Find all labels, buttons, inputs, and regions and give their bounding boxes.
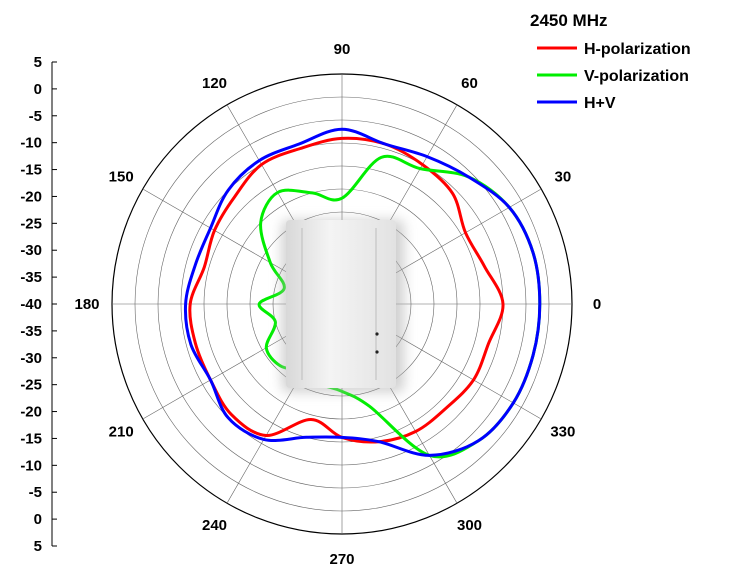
device-led bbox=[375, 350, 379, 354]
radial-tick-label: 0 bbox=[34, 511, 42, 528]
radial-axis: 5 0 -5 -10 -15 -20 -25 -30 -35 -40 -35 -30 -25 -20 -15… bbox=[20, 54, 57, 555]
radial-tick-label: 5 bbox=[34, 538, 42, 555]
angle-label: 210 bbox=[109, 424, 134, 441]
radial-tick-label: -20 bbox=[20, 188, 42, 205]
series-line bbox=[188, 136, 505, 444]
device-body bbox=[286, 220, 396, 388]
chart-title: 2450 MHz bbox=[530, 11, 607, 30]
legend: 2450 MHz H-polarization V-polarization H+V bbox=[530, 11, 691, 112]
radial-tick-label: -35 bbox=[20, 323, 42, 340]
radial-tick-label: -25 bbox=[20, 215, 42, 232]
radial-tick-label: -5 bbox=[29, 484, 42, 501]
radial-ticks: 5 0 -5 -10 -15 -20 -25 -30 -35 -40 -35 -30 -25 -20 -15… bbox=[20, 54, 57, 555]
angle-label: 30 bbox=[554, 169, 571, 186]
angle-label: 300 bbox=[457, 517, 482, 534]
device-image bbox=[282, 220, 404, 392]
radial-tick-label: -10 bbox=[20, 457, 42, 474]
legend-label: H+V bbox=[584, 95, 616, 112]
radial-tick-label: 0 bbox=[34, 81, 42, 98]
series-line bbox=[183, 127, 542, 457]
radial-tick-label: -35 bbox=[20, 269, 42, 286]
radial-tick-label: -20 bbox=[20, 404, 42, 421]
legend-label: H-polarization bbox=[584, 41, 691, 58]
radial-tick-label: -15 bbox=[20, 430, 42, 447]
angle-label: 240 bbox=[202, 517, 227, 534]
angle-label: 180 bbox=[74, 296, 99, 313]
angle-label: 330 bbox=[550, 424, 575, 441]
radial-tick-label: -10 bbox=[20, 135, 42, 152]
series-layer bbox=[183, 127, 542, 459]
angle-label: 270 bbox=[329, 551, 354, 568]
radial-tick-label: -25 bbox=[20, 377, 42, 394]
radial-tick-label: -30 bbox=[20, 350, 42, 367]
angle-label: 60 bbox=[461, 75, 478, 92]
angle-label: 0 bbox=[593, 296, 601, 313]
angle-label: 90 bbox=[334, 41, 351, 58]
radial-tick-label: -30 bbox=[20, 242, 42, 259]
radial-tick-label: -15 bbox=[20, 162, 42, 179]
device-led bbox=[375, 332, 379, 336]
radial-tick-label: 5 bbox=[34, 54, 42, 71]
radial-tick-label: -5 bbox=[29, 108, 42, 125]
angle-label: 150 bbox=[109, 169, 134, 186]
radial-tick-label: -40 bbox=[20, 296, 42, 313]
angle-label: 120 bbox=[202, 75, 227, 92]
angle-labels: 0 30 60 90 120 150 180 210 240 270 300 330 bbox=[74, 41, 601, 568]
legend-label: V-polarization bbox=[584, 68, 689, 85]
